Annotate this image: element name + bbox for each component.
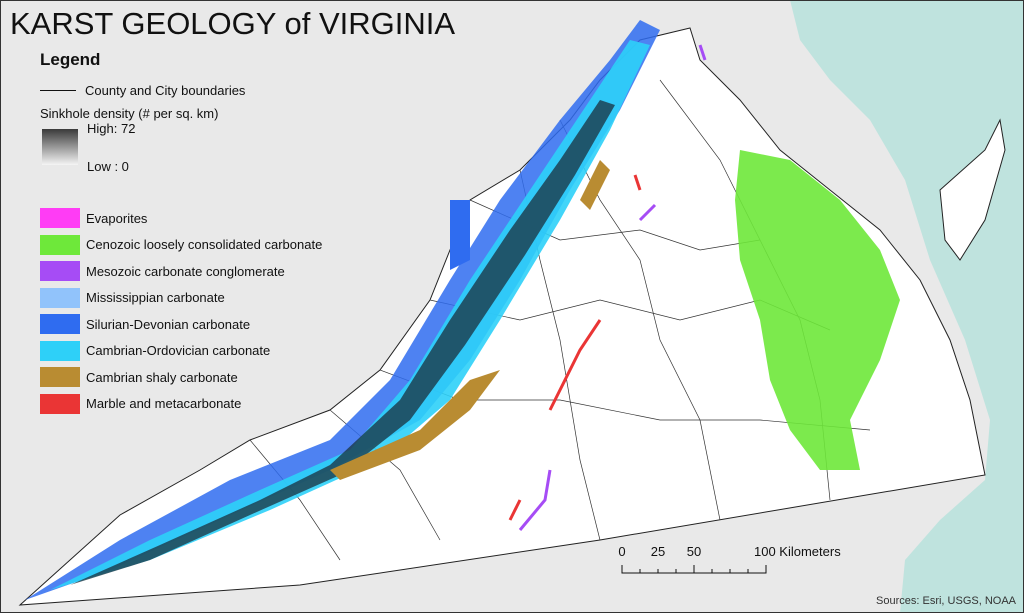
legend-label: Silurian-Devonian carbonate [86, 316, 251, 332]
legend-swatch [40, 367, 80, 388]
legend-swatch [40, 340, 80, 361]
density-title: Sinkhole density (# per sq. km) [40, 106, 219, 121]
legend-item: Mississippian carbonate [40, 285, 322, 312]
legend-item: Marble and metacarbonate [40, 391, 322, 418]
legend-item: Mesozoic carbonate conglomerate [40, 258, 322, 285]
legend-item: Cambrian-Ordovician carbonate [40, 338, 322, 365]
legend-swatch [40, 287, 80, 308]
density-ramp: High: 72 Low : 0 [40, 121, 322, 183]
scale-bar-graphic: 0 25 50 100 Kilometers [618, 544, 841, 574]
legend-label: Mesozoic carbonate conglomerate [86, 263, 285, 279]
legend-swatch [40, 261, 80, 282]
density-high: High: 72 [87, 121, 136, 136]
water-chesapeake [790, 0, 1024, 613]
scale-tick-label: 25 [651, 544, 665, 559]
scale-tick-label: 50 [687, 544, 701, 559]
scale-tick-label: 100 Kilometers [754, 544, 841, 559]
mesozoic-strips [518, 44, 707, 531]
legend-swatch [40, 234, 80, 255]
density-low: Low : 0 [87, 159, 129, 174]
legend-label: Cambrian shaly carbonate [86, 369, 238, 385]
virginia-eastern-shore [939, 118, 1006, 261]
map-title: KARST GEOLOGY of VIRGINIA [10, 6, 456, 41]
marble-strips [508, 174, 642, 521]
legend-label: Cenozoic loosely consolidated carbonate [86, 237, 323, 253]
coastal-plain-carbonate [735, 150, 900, 470]
legend-swatch [40, 393, 80, 414]
legend-swatch [40, 314, 80, 335]
sources-credit: Sources: Esri, USGS, NOAA [876, 595, 1016, 607]
legend-item: Evaporites [40, 205, 322, 232]
legend-label: Mississippian carbonate [86, 290, 225, 306]
legend-swatch [40, 208, 80, 229]
legend-heading: Legend [40, 50, 101, 69]
scale-tick-label: 0 [618, 544, 625, 559]
legend-label: Cambrian-Ordovician carbonate [86, 343, 271, 359]
boundaries-label: County and City boundaries [85, 83, 246, 98]
legend-classes: Evaporites Cenozoic loosely consolidated … [40, 205, 322, 417]
legend-item: Cenozoic loosely consolidated carbonate [40, 232, 322, 259]
legend-item: Cambrian shaly carbonate [40, 364, 322, 391]
density-gradient-swatch [42, 129, 78, 165]
legend: Legend County and City boundaries Sinkho… [40, 50, 322, 417]
legend-item: Silurian-Devonian carbonate [40, 311, 322, 338]
karst-valley-belt [25, 20, 660, 600]
legend-label: Marble and metacarbonate [86, 396, 242, 412]
scale-bar: 0 25 50 100 Kilometers [618, 543, 848, 586]
legend-label: Evaporites [86, 210, 148, 226]
legend-boundaries: County and City boundaries [40, 83, 322, 98]
boundary-line-swatch [40, 90, 76, 91]
